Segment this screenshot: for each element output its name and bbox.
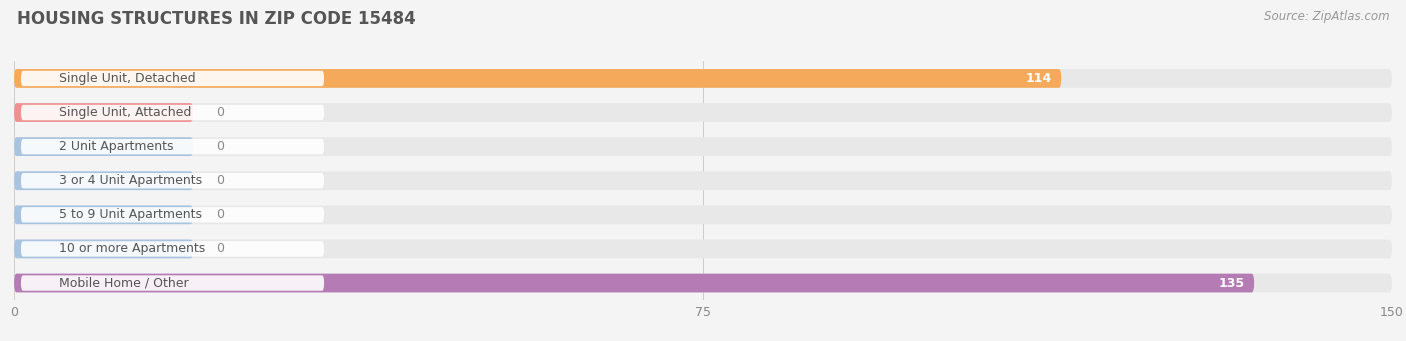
- Text: 5 to 9 Unit Apartments: 5 to 9 Unit Apartments: [59, 208, 202, 221]
- Text: 0: 0: [217, 106, 224, 119]
- FancyBboxPatch shape: [21, 139, 325, 154]
- Text: Single Unit, Attached: Single Unit, Attached: [59, 106, 191, 119]
- Text: 0: 0: [217, 208, 224, 221]
- FancyBboxPatch shape: [14, 273, 1254, 292]
- FancyBboxPatch shape: [14, 69, 1392, 88]
- Text: 135: 135: [1219, 277, 1244, 290]
- Text: HOUSING STRUCTURES IN ZIP CODE 15484: HOUSING STRUCTURES IN ZIP CODE 15484: [17, 10, 416, 28]
- Text: 0: 0: [217, 140, 224, 153]
- FancyBboxPatch shape: [14, 239, 1392, 258]
- FancyBboxPatch shape: [14, 205, 1392, 224]
- Text: 0: 0: [217, 242, 224, 255]
- FancyBboxPatch shape: [21, 173, 325, 189]
- FancyBboxPatch shape: [14, 205, 193, 224]
- Text: 10 or more Apartments: 10 or more Apartments: [59, 242, 205, 255]
- Text: 114: 114: [1026, 72, 1052, 85]
- Text: 3 or 4 Unit Apartments: 3 or 4 Unit Apartments: [59, 174, 202, 187]
- Text: 0: 0: [217, 174, 224, 187]
- Text: Single Unit, Detached: Single Unit, Detached: [59, 72, 195, 85]
- Text: 2 Unit Apartments: 2 Unit Apartments: [59, 140, 173, 153]
- FancyBboxPatch shape: [14, 103, 193, 122]
- FancyBboxPatch shape: [14, 273, 1392, 292]
- FancyBboxPatch shape: [21, 241, 325, 257]
- FancyBboxPatch shape: [14, 137, 193, 156]
- FancyBboxPatch shape: [21, 207, 325, 223]
- FancyBboxPatch shape: [14, 239, 193, 258]
- FancyBboxPatch shape: [21, 71, 325, 86]
- FancyBboxPatch shape: [14, 172, 1392, 190]
- Text: Mobile Home / Other: Mobile Home / Other: [59, 277, 188, 290]
- FancyBboxPatch shape: [14, 137, 1392, 156]
- FancyBboxPatch shape: [14, 69, 1062, 88]
- FancyBboxPatch shape: [21, 105, 325, 120]
- FancyBboxPatch shape: [14, 172, 193, 190]
- FancyBboxPatch shape: [21, 275, 325, 291]
- Text: Source: ZipAtlas.com: Source: ZipAtlas.com: [1264, 10, 1389, 23]
- FancyBboxPatch shape: [14, 103, 1392, 122]
